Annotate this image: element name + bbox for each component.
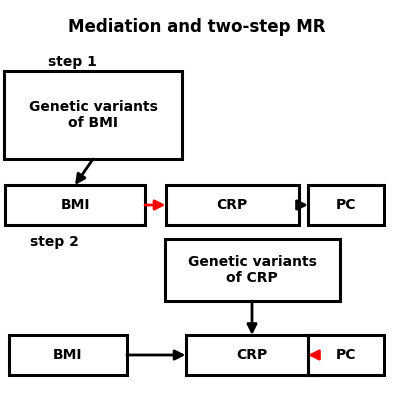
Text: BMI: BMI [60, 198, 90, 212]
Text: Genetic variants
of BMI: Genetic variants of BMI [28, 100, 158, 130]
Bar [9, 335, 127, 375]
Bar [308, 335, 384, 375]
Text: Mediation and two-step MR: Mediation and two-step MR [68, 18, 326, 36]
Bar [164, 239, 339, 301]
Text: PC: PC [336, 348, 356, 362]
Bar [4, 71, 182, 159]
Text: step 1: step 1 [48, 55, 97, 69]
Text: BMI: BMI [53, 348, 83, 362]
Text: CRP: CRP [216, 198, 248, 212]
Bar [186, 335, 318, 375]
Text: Genetic variants
of CRP: Genetic variants of CRP [188, 255, 316, 285]
Bar [166, 185, 299, 225]
Text: step 2: step 2 [30, 235, 79, 249]
Bar [5, 185, 145, 225]
Text: CRP: CRP [236, 348, 268, 362]
Text: PC: PC [336, 198, 356, 212]
Bar [308, 185, 384, 225]
